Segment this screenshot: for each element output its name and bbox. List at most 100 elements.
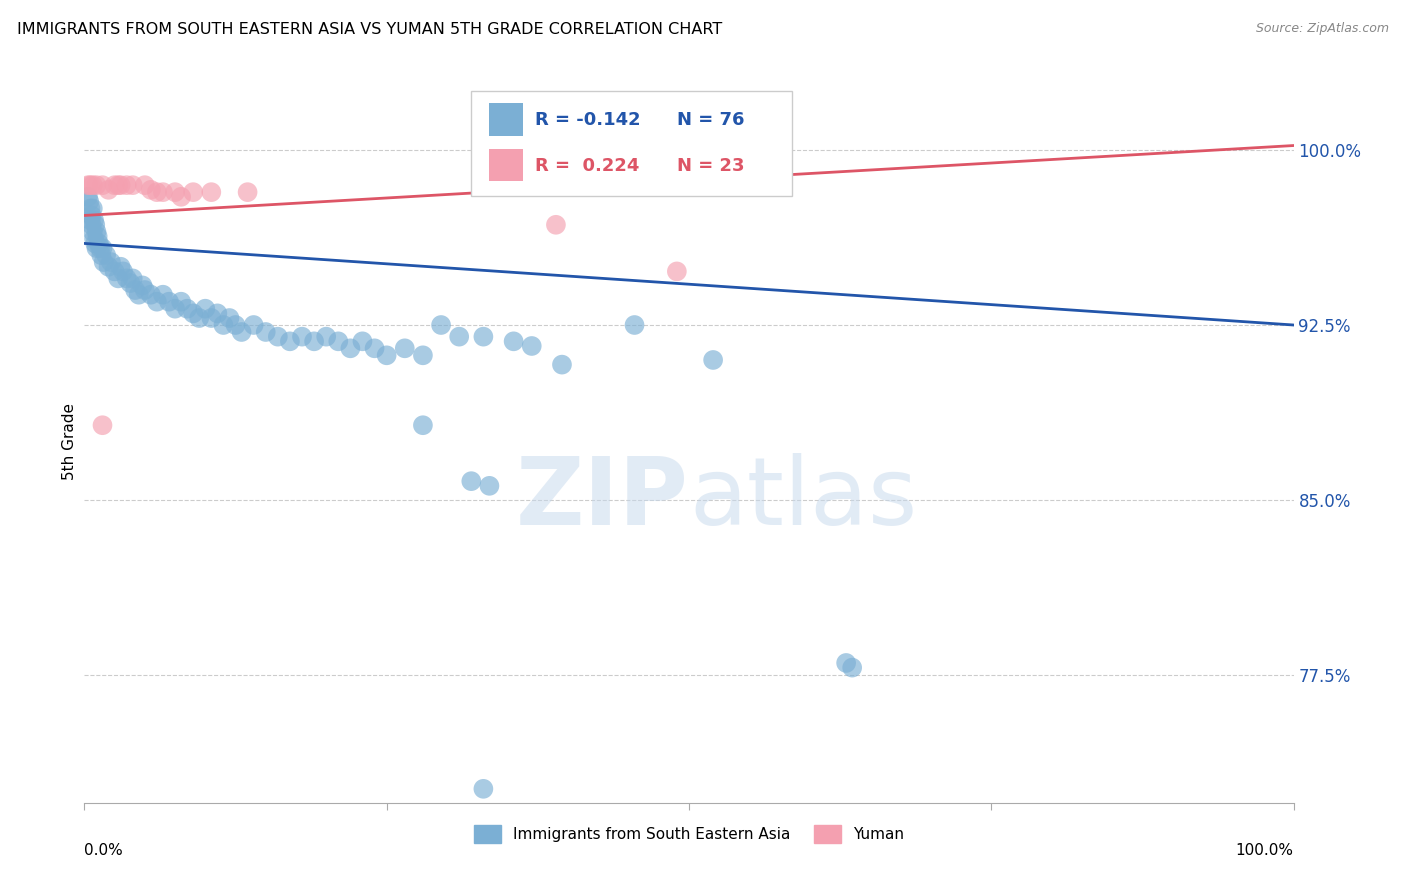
Point — [79, 202, 101, 216]
Point — [339, 341, 361, 355]
Text: N = 23: N = 23 — [676, 156, 744, 175]
Point — [225, 318, 247, 332]
Point — [93, 255, 115, 269]
Point — [91, 241, 114, 255]
Point — [231, 325, 253, 339]
Point — [83, 213, 105, 227]
Point — [375, 348, 398, 362]
FancyBboxPatch shape — [471, 91, 792, 196]
Point — [188, 311, 211, 326]
Text: 100.0%: 100.0% — [1236, 843, 1294, 857]
Point — [478, 479, 501, 493]
Point — [207, 306, 229, 320]
Point — [702, 353, 724, 368]
Point — [86, 229, 108, 244]
Point — [112, 264, 135, 278]
Point — [623, 318, 645, 332]
Point — [134, 178, 156, 193]
Point — [165, 185, 187, 199]
Point — [87, 236, 110, 251]
Point — [194, 301, 217, 316]
Point — [472, 781, 495, 796]
Point — [176, 301, 198, 316]
Text: atlas: atlas — [689, 453, 917, 545]
Point — [110, 260, 132, 274]
Point — [315, 329, 337, 343]
Point — [165, 301, 187, 316]
Point — [520, 339, 543, 353]
Point — [170, 294, 193, 309]
Bar — [489, 103, 523, 136]
Point — [412, 348, 434, 362]
Point — [104, 178, 127, 193]
Point — [94, 248, 117, 262]
Point — [120, 276, 142, 290]
Point — [89, 241, 111, 255]
Point — [181, 306, 204, 320]
Y-axis label: 5th Grade: 5th Grade — [62, 403, 77, 480]
Point — [394, 341, 416, 355]
Point — [107, 271, 129, 285]
Point — [77, 190, 100, 204]
Point — [91, 178, 114, 193]
Point — [139, 183, 162, 197]
Point — [91, 418, 114, 433]
Point — [97, 260, 120, 274]
Point — [502, 334, 524, 349]
Point — [412, 418, 434, 433]
Point — [835, 656, 858, 670]
Point — [363, 341, 385, 355]
Point — [124, 283, 146, 297]
Point — [82, 178, 104, 193]
Point — [100, 255, 122, 269]
Point — [472, 329, 495, 343]
Point — [170, 190, 193, 204]
Point — [115, 271, 138, 285]
Point — [139, 287, 162, 301]
Point — [86, 241, 108, 255]
Point — [84, 218, 107, 232]
Point — [79, 213, 101, 227]
Legend: Immigrants from South Eastern Asia, Yuman: Immigrants from South Eastern Asia, Yuma… — [467, 819, 911, 849]
Point — [430, 318, 453, 332]
Point — [83, 232, 105, 246]
Point — [107, 178, 129, 193]
Text: N = 76: N = 76 — [676, 111, 744, 129]
Point — [236, 185, 259, 199]
Point — [115, 178, 138, 193]
Text: Source: ZipAtlas.com: Source: ZipAtlas.com — [1256, 22, 1389, 36]
Text: ZIP: ZIP — [516, 453, 689, 545]
Point — [841, 660, 863, 674]
Point — [267, 329, 290, 343]
Point — [291, 329, 314, 343]
Bar — [489, 149, 523, 181]
Point — [157, 294, 180, 309]
Point — [449, 329, 471, 343]
Point — [146, 185, 169, 199]
Point — [82, 225, 104, 239]
Point — [128, 287, 150, 301]
Point — [121, 178, 143, 193]
Text: R = -0.142: R = -0.142 — [536, 111, 641, 129]
Point — [212, 318, 235, 332]
Point — [328, 334, 350, 349]
Point — [80, 209, 103, 223]
Point — [352, 334, 374, 349]
Point — [218, 311, 240, 326]
Point — [146, 294, 169, 309]
Point — [97, 183, 120, 197]
Point — [90, 248, 112, 262]
Point — [77, 194, 100, 209]
Point — [82, 202, 104, 216]
Point — [152, 185, 174, 199]
Point — [80, 218, 103, 232]
Point — [152, 287, 174, 301]
Point — [134, 283, 156, 297]
Point — [84, 236, 107, 251]
Point — [79, 178, 101, 193]
Point — [460, 474, 482, 488]
Point — [86, 178, 108, 193]
Point — [254, 325, 277, 339]
Point — [131, 278, 153, 293]
Point — [77, 178, 100, 193]
